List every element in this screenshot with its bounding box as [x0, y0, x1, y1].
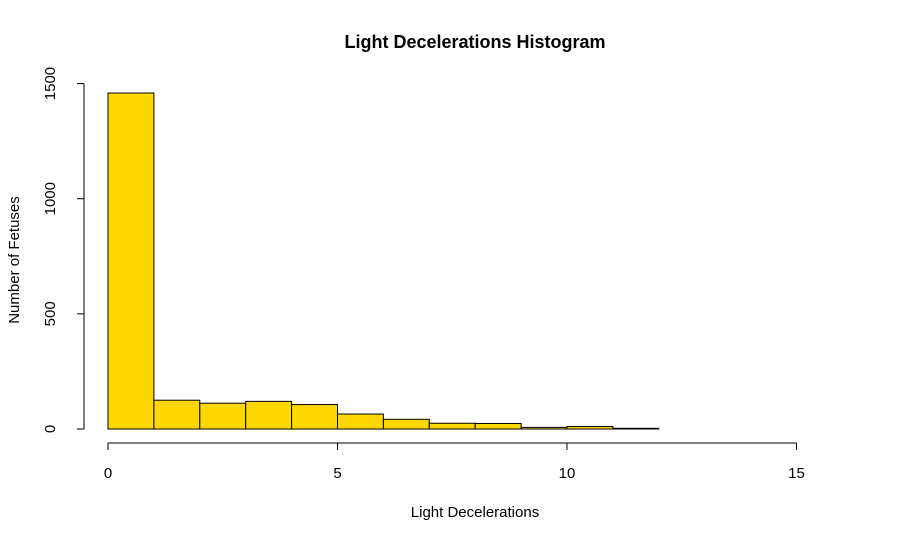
y-tick-label: 1500	[42, 67, 59, 100]
y-tick-label: 1000	[42, 182, 59, 215]
histogram-bar	[428, 422, 476, 430]
x-tick-label: 0	[104, 465, 112, 482]
histogram-bar	[474, 422, 522, 430]
x-tick-label: 15	[788, 465, 805, 482]
x-tick-label: 10	[559, 465, 576, 482]
histogram-bar	[382, 418, 430, 430]
histogram-bar	[291, 404, 339, 430]
histogram-bar	[107, 92, 155, 430]
histogram-bar	[199, 402, 247, 430]
histogram-bar	[612, 427, 660, 430]
y-tick-label: 0	[42, 425, 59, 433]
bars-group	[107, 92, 660, 430]
histogram-bar	[245, 400, 293, 430]
histogram-bar	[566, 425, 614, 430]
y-axis-ticks: 0 500 1000 1500	[42, 67, 84, 433]
x-axis-label: Light Decelerations	[411, 504, 539, 521]
y-tick-label: 500	[42, 301, 59, 326]
histogram-bar	[337, 413, 384, 430]
x-axis-ticks: 0 5 10 15	[104, 443, 805, 482]
histogram-bar	[153, 399, 201, 430]
y-axis-label: Number of Fetuses	[6, 196, 23, 324]
x-tick-label: 5	[333, 465, 341, 482]
chart-title: Light Decelerations Histogram	[344, 32, 605, 52]
histogram-bar	[520, 426, 568, 430]
